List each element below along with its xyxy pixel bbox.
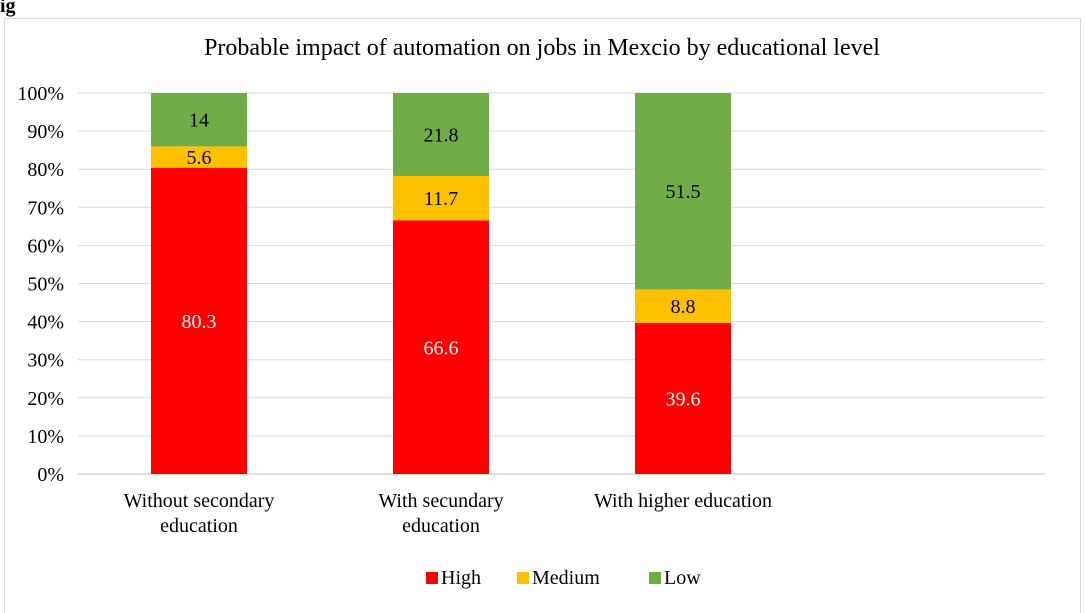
- y-tick-label: 0%: [37, 464, 64, 486]
- y-tick-label: 30%: [27, 350, 64, 372]
- data-label: 21.8: [424, 124, 459, 146]
- legend-label: Low: [664, 567, 701, 589]
- y-tick-label: 60%: [27, 235, 64, 257]
- y-tick-label: 90%: [27, 121, 64, 143]
- y-tick-label: 40%: [27, 312, 64, 334]
- bar-segment-medium: [393, 175, 489, 221]
- x-tick-label: With secundary: [378, 490, 503, 512]
- data-label: 11.7: [424, 188, 458, 210]
- x-axis-labels: Without secondary education With secundary…: [124, 490, 772, 537]
- bars: [151, 93, 731, 475]
- x-tick-label: Without secondary: [124, 490, 275, 512]
- data-label: 39.6: [666, 388, 701, 410]
- legend-label: High: [441, 567, 481, 589]
- data-label: 5.6: [187, 147, 212, 169]
- bar-segment-low: [393, 93, 489, 176]
- x-tick-label: education: [160, 515, 238, 537]
- data-label: 51.5: [666, 181, 701, 203]
- bar-segment-medium: [151, 146, 247, 168]
- chart-title: Probable impact of automation on jobs in…: [204, 35, 880, 61]
- x-tick-label: With higher education: [594, 490, 772, 512]
- legend: High Medium Low: [426, 567, 701, 589]
- legend-label: Medium: [532, 567, 600, 589]
- data-label: 66.6: [424, 337, 459, 359]
- legend-swatch: [426, 572, 438, 584]
- y-tick-label: 70%: [27, 197, 64, 219]
- x-tick-label: education: [402, 515, 480, 537]
- data-label: 80.3: [182, 311, 217, 333]
- data-label: 8.8: [671, 296, 696, 318]
- y-axis-ticks: 0% 10% 20% 30% 40% 50% 60% 70% 80% 90% 100%: [17, 83, 64, 486]
- legend-swatch: [649, 572, 661, 584]
- bar-segment-low: [151, 93, 247, 147]
- bar-segment-high: [151, 167, 247, 475]
- y-tick-label: 80%: [27, 159, 64, 181]
- bar-segment-medium: [635, 289, 731, 323]
- cropped-header-text: ig: [0, 0, 16, 17]
- y-tick-label: 10%: [27, 426, 64, 448]
- bar-segment-low: [635, 93, 731, 290]
- bar-segment-high: [635, 322, 731, 474]
- y-tick-label: 50%: [27, 274, 64, 296]
- y-tick-label: 100%: [17, 83, 64, 105]
- bar-segment-high: [393, 220, 489, 474]
- legend-swatch: [517, 572, 529, 584]
- y-tick-label: 20%: [27, 388, 64, 410]
- data-labels: 80.3 5.6 14 66.6 11.7 21.8 39.6 8.8 51.5: [182, 110, 701, 411]
- data-label: 14: [189, 110, 209, 132]
